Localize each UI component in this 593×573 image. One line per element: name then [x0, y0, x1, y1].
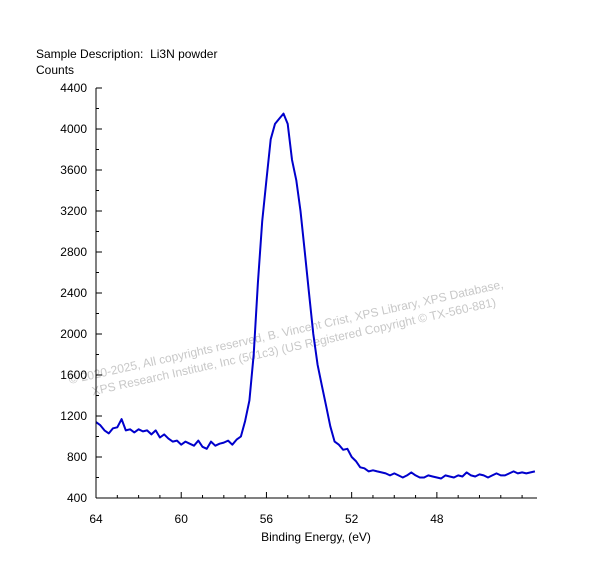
- y-tick-label: 4000: [60, 122, 87, 136]
- copyright-watermark: © 2020-2025, All copyrights reserved, B.…: [68, 277, 505, 398]
- y-tick-label: 1600: [60, 368, 87, 382]
- y-axis-title: Counts: [36, 63, 75, 77]
- series-line-1: [95, 112, 536, 480]
- series-layer: [95, 112, 536, 480]
- x-tick-label: 64: [89, 512, 103, 526]
- watermark-line-1: © 2020-2025, All copyrights reserved, B.…: [68, 277, 505, 387]
- x-tick-label: 56: [260, 512, 274, 526]
- sample-description-value: Li3N powder: [150, 47, 218, 61]
- y-tick-label: 3600: [60, 163, 87, 177]
- y-tick-label: 3200: [60, 204, 87, 218]
- y-tick-label: 4400: [60, 81, 87, 95]
- x-tick-label: 48: [430, 512, 444, 526]
- y-tick-label: 2800: [60, 245, 87, 259]
- x-tick-label: 60: [175, 512, 189, 526]
- axes-layer: 400 800 1200 1600 2000 2400 2800 3200 3600 4000 44…: [60, 81, 537, 526]
- y-tick-label: 2400: [60, 286, 87, 300]
- y-tick-label: 2000: [60, 327, 87, 341]
- x-tick-label: 52: [345, 512, 359, 526]
- x-axis-title: Binding Energy, (eV): [261, 530, 371, 544]
- sample-description: Sample Description: Li3N powder: [36, 47, 217, 61]
- watermark-line-2: XPS Research Institute, Inc (501c3) (US …: [91, 295, 498, 398]
- y-tick-label: 1200: [60, 409, 87, 423]
- sample-description-label: Sample Description:: [36, 47, 144, 61]
- y-tick-label: 800: [67, 450, 87, 464]
- y-tick-label: 400: [67, 491, 87, 505]
